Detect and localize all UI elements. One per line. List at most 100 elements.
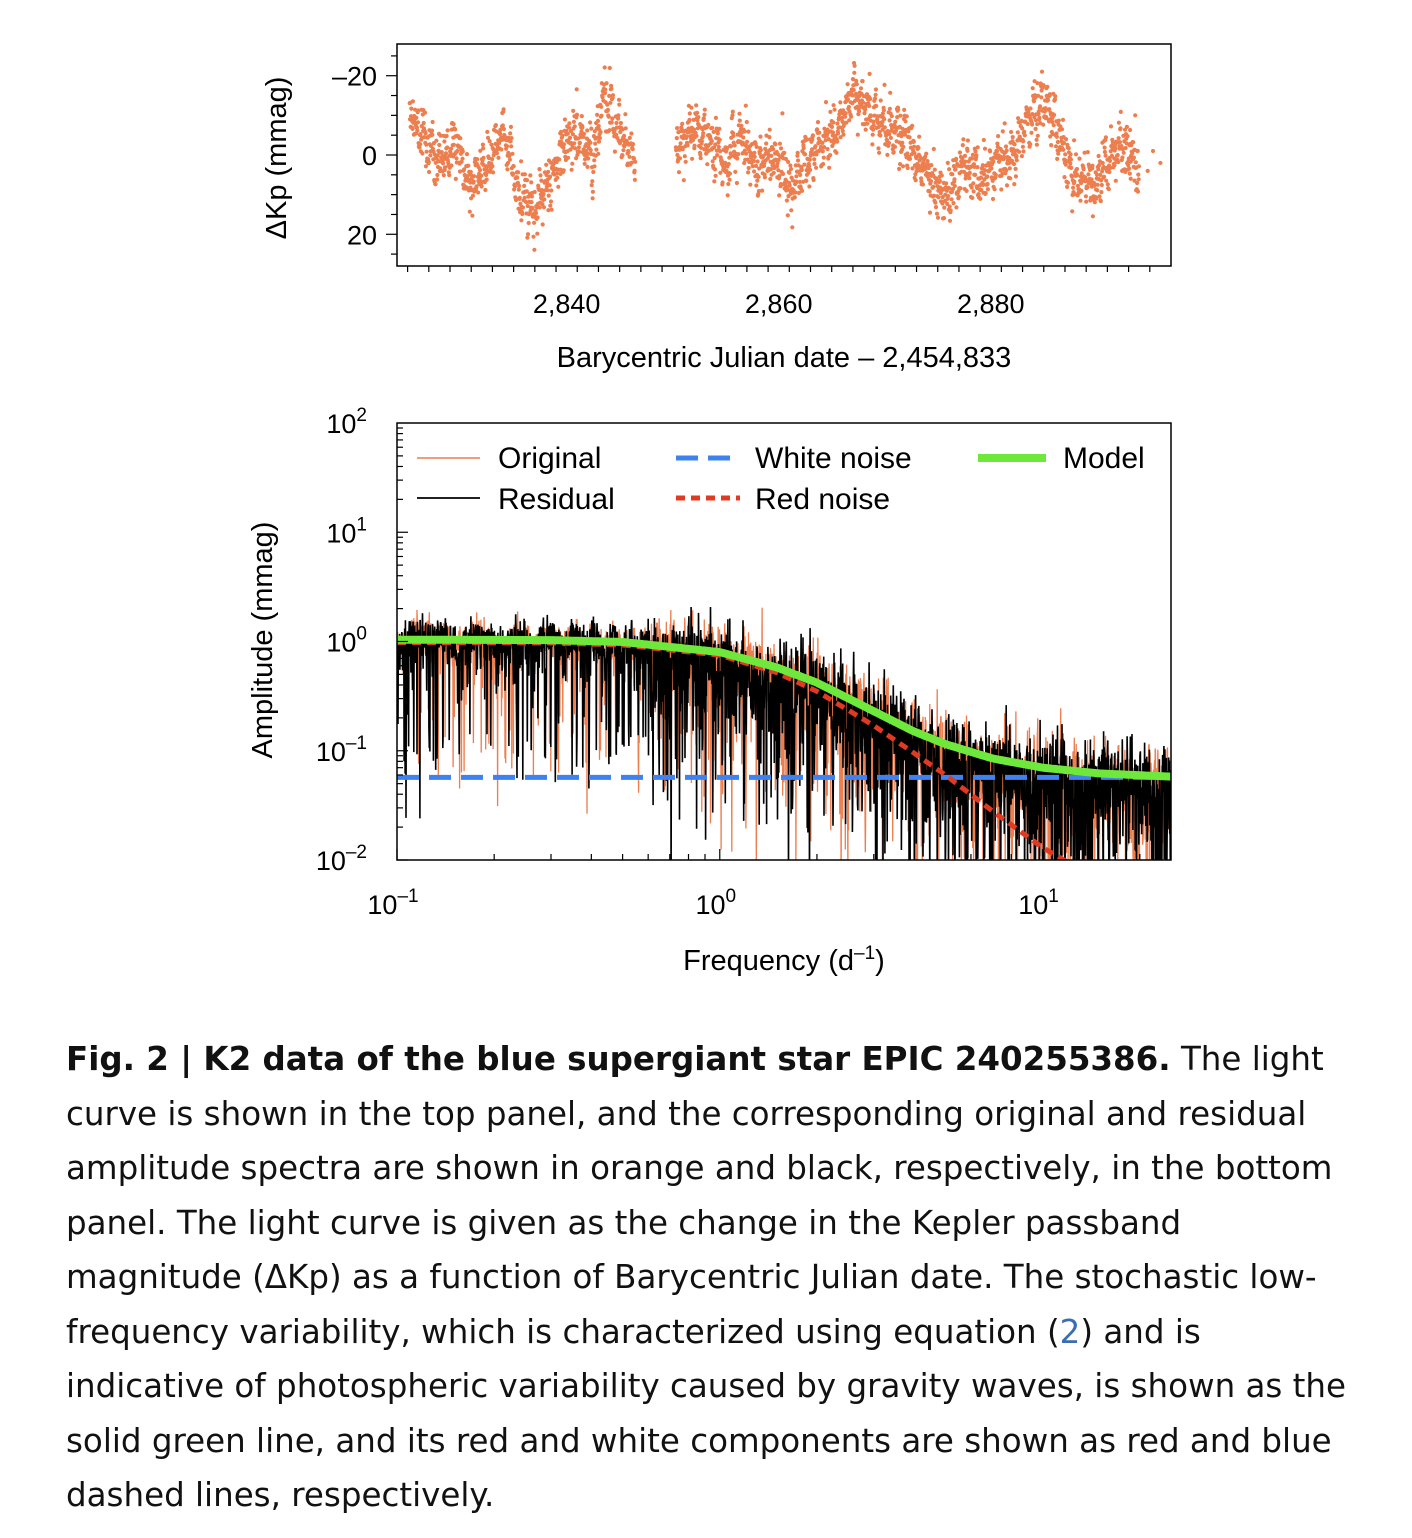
light-curve-point [993, 172, 998, 177]
light-curve-point [1029, 130, 1034, 135]
light-curve-point [756, 189, 762, 194]
light-curve-point [447, 173, 452, 178]
light-curve-point [515, 175, 520, 180]
light-curve-point [1052, 97, 1058, 102]
light-curve-point [1007, 166, 1012, 171]
light-curve-point [767, 127, 772, 132]
light-curve-point [547, 183, 552, 188]
light-curve-point [927, 189, 932, 194]
light-curve-point [582, 161, 587, 166]
light-curve-point [882, 117, 887, 122]
light-curve-point [1003, 144, 1009, 149]
light-curve-point [834, 150, 839, 155]
light-curve-point [867, 71, 872, 76]
light-curve-point [522, 195, 527, 200]
light-curve-point [1077, 156, 1082, 161]
light-curve-point [554, 171, 560, 176]
light-curve-point [728, 144, 734, 149]
light-curve-point [545, 188, 550, 193]
light-curve-point [727, 171, 733, 176]
light-curve-point [735, 156, 740, 161]
light-curve-point [622, 133, 627, 138]
light-curve-point [755, 178, 760, 183]
light-curve-point [507, 157, 512, 162]
light-curve-point [1012, 182, 1017, 187]
light-curve-point [701, 116, 706, 121]
light-curve-point [574, 112, 580, 117]
light-curve-point [423, 164, 428, 169]
light-curve-point [561, 142, 567, 147]
light-curve-point [995, 141, 1000, 146]
light-curve-point [983, 190, 988, 196]
light-curve-point [926, 165, 931, 171]
light-curve-point [599, 113, 604, 118]
light-curve-point [965, 138, 971, 143]
light-curve-point [981, 137, 986, 143]
light-curve-point [718, 170, 723, 175]
light-curve-point [887, 132, 892, 137]
light-curve-point [838, 100, 843, 105]
light-curve-point [501, 107, 506, 112]
light-curve-point [427, 169, 432, 175]
light-curve-point [914, 155, 919, 161]
light-curve-point [1073, 152, 1079, 157]
light-curve-point [1062, 175, 1067, 180]
light-curve-point [827, 165, 832, 170]
light-curve-point [467, 209, 472, 214]
light-curve-point [1016, 116, 1021, 121]
light-curve-point [725, 145, 730, 150]
light-curve-point [979, 187, 984, 192]
light-curve-point [924, 151, 929, 156]
light-curve-point [1034, 137, 1039, 142]
light-curve-point [1126, 163, 1131, 168]
light-curve-point [950, 172, 955, 177]
light-curve-point [1056, 118, 1061, 123]
light-curve-point [726, 181, 731, 187]
light-curve-point [415, 120, 421, 125]
light-curve-point [608, 100, 613, 105]
light-curve-point [538, 173, 543, 178]
x-tick-label: 2,880 [957, 289, 1025, 319]
light-curve-point [916, 145, 921, 150]
light-curve-point [1035, 122, 1040, 127]
light-curve-point [1131, 155, 1136, 160]
light-curve-point [1010, 135, 1015, 140]
light-curve-point [1095, 188, 1100, 193]
light-curve-point [549, 188, 554, 193]
light-curve-point [588, 148, 593, 153]
light-curve-point [1158, 160, 1163, 166]
light-curve-point [449, 146, 454, 151]
light-curve-point [1081, 167, 1086, 172]
x-tick-label: 10–1 [367, 886, 418, 920]
light-curve-point [905, 165, 910, 171]
light-curve-point [453, 127, 458, 132]
light-curve-point [807, 157, 812, 162]
light-curve-point [696, 115, 701, 120]
light-curve-point [727, 177, 732, 182]
light-curve-point [1074, 166, 1080, 172]
light-curve-point [1136, 164, 1142, 169]
light-curve-point [594, 147, 599, 152]
light-curve-point [998, 168, 1003, 173]
light-curve-point [1055, 156, 1060, 161]
light-curve-point [1107, 169, 1112, 175]
light-curve-point [442, 139, 447, 144]
light-curve-point [1094, 196, 1099, 201]
light-curve-point [460, 149, 465, 154]
caption-text-2: ) and is indicative of photospheric vari… [66, 1312, 1347, 1515]
light-curve-point [942, 205, 947, 210]
light-curve-point [793, 190, 798, 195]
light-curve-point [687, 117, 692, 122]
light-curve-point [588, 140, 593, 145]
light-curve-point [880, 120, 885, 125]
light-curve-point [698, 152, 703, 157]
light-curve-point [956, 194, 962, 199]
light-curve-point [1075, 173, 1080, 178]
equation-reference-link[interactable]: 2 [1059, 1312, 1081, 1351]
light-curve-point [1060, 117, 1066, 122]
light-curve-point [873, 87, 879, 92]
light-curve-point [871, 119, 876, 124]
y-tick-label: 0 [362, 141, 377, 171]
light-curve-point [745, 139, 750, 144]
light-curve-point [676, 170, 682, 175]
